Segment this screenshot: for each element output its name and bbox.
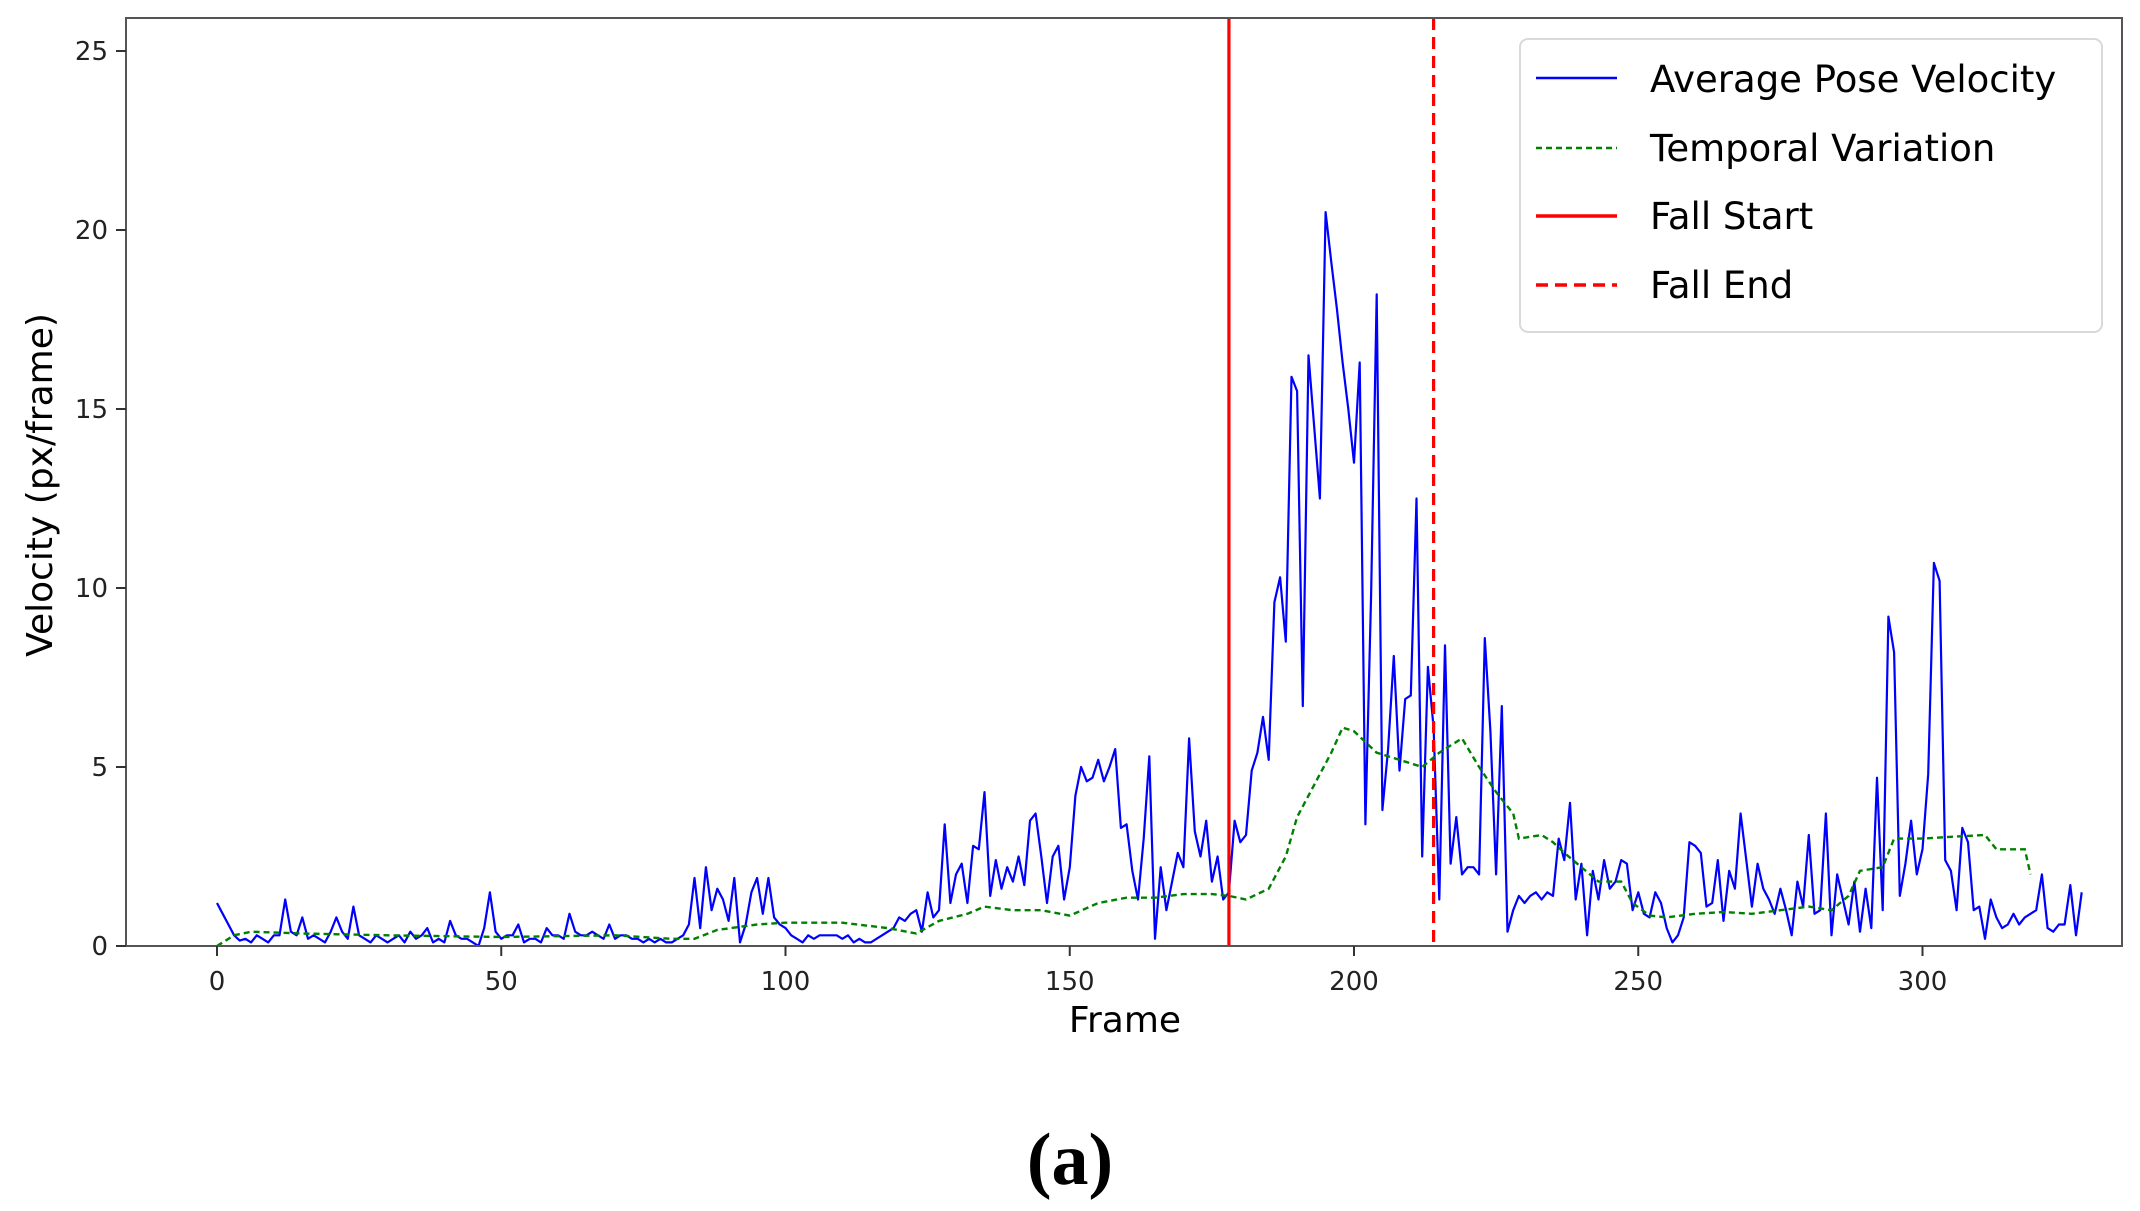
temporal-variation-line — [216, 726, 2032, 948]
x-tick-label: 300 — [1898, 967, 1948, 997]
legend: Average Pose Velocity Temporal Variation… — [1519, 38, 2103, 333]
y-tick-label: 0 — [91, 932, 108, 962]
velocity-chart: 0 50 100 150 200 250 300 0 5 10 15 20 25 Frame Velo… — [20, 17, 2123, 1041]
x-tick-label: 250 — [1613, 967, 1663, 997]
legend-label-temporal: Temporal Variation — [1649, 127, 1995, 170]
y-axis-label: Velocity (px/frame) — [20, 313, 61, 657]
legend-label-fall-end: Fall End — [1650, 264, 1793, 307]
x-tick-label: 50 — [485, 967, 518, 997]
legend-label-fall-start: Fall Start — [1650, 195, 1813, 238]
x-tick-label: 100 — [761, 967, 811, 997]
axes-frame — [125, 17, 2123, 947]
y-tick-label: 10 — [75, 574, 108, 604]
x-axis-label: Frame — [1069, 1000, 1181, 1041]
legend-box — [1519, 38, 2103, 333]
plot-area — [216, 18, 2083, 948]
y-tick-label: 15 — [75, 395, 108, 425]
y-tick-label: 5 — [91, 753, 108, 783]
legend-label-velocity: Average Pose Velocity — [1650, 58, 2056, 101]
x-tick-label: 0 — [209, 967, 226, 997]
figure-caption: (a) — [1026, 1119, 1114, 1201]
velocity-line — [216, 211, 2083, 948]
y-axis-ticks: 0 5 10 15 20 25 — [75, 37, 126, 962]
x-axis-ticks: 0 50 100 150 200 250 300 — [209, 946, 1948, 997]
x-tick-label: 200 — [1329, 967, 1379, 997]
y-tick-label: 25 — [75, 37, 108, 67]
x-tick-label: 150 — [1045, 967, 1095, 997]
y-tick-label: 20 — [75, 216, 108, 246]
